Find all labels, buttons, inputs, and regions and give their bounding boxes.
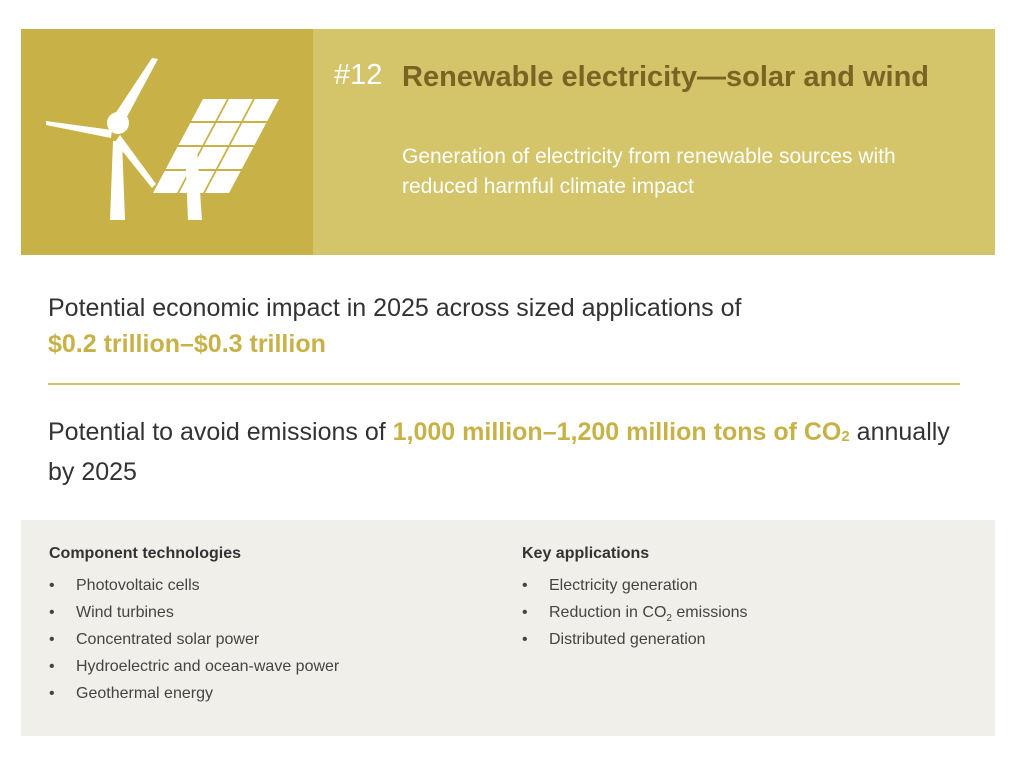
divider	[48, 383, 960, 385]
list-item: • Hydroelectric and ocean-wave power	[49, 656, 469, 683]
list-item-label: Reduction in CO	[549, 604, 667, 621]
economic-impact-text: Potential economic impact in 2025 across…	[48, 294, 742, 322]
bullet-icon: •	[522, 631, 528, 648]
key-applications-heading: Key applications	[522, 545, 650, 562]
list-item: • Distributed generation	[522, 629, 942, 656]
bullet-icon: •	[49, 577, 55, 594]
list-item-label: Concentrated solar power	[76, 631, 260, 648]
emissions-suffix: annually by 2025	[48, 418, 950, 486]
emissions-value: 1,000 million–1,200 million tons of CO2	[393, 418, 850, 446]
list-item-subscript: 2	[666, 613, 672, 625]
bullet-icon: •	[522, 604, 528, 621]
item-number: #12	[334, 59, 383, 91]
key-applications-list: • Electricity generation • Reduction in CO…	[522, 575, 942, 656]
emissions-subscript: 2	[841, 428, 850, 445]
list-item: • Reduction in CO2 emissions	[522, 602, 942, 629]
list-item: • Concentrated solar power	[49, 629, 469, 656]
list-item-label: Photovoltaic cells	[76, 577, 200, 594]
emissions-value-text: 1,000 million–1,200 million tons of CO	[392, 418, 842, 446]
page-title: Renewable electricity—solar and wind	[402, 61, 929, 93]
bullet-icon: •	[49, 604, 55, 621]
list-item-label: Wind turbines	[76, 604, 174, 621]
economic-impact: Potential economic impact in 2025 across…	[48, 290, 968, 362]
bullet-icon: •	[522, 577, 528, 594]
list-item: • Geothermal energy	[49, 683, 469, 710]
details-panel: Component technologies • Photovoltaic cel…	[21, 520, 995, 736]
list-item-label: Electricity generation	[549, 577, 698, 594]
bullet-icon: •	[49, 685, 55, 702]
emissions-prefix: Potential to avoid emissions of	[48, 418, 386, 446]
list-item-label-suffix: emissions	[676, 604, 748, 621]
list-item: • Photovoltaic cells	[49, 575, 469, 602]
header-banner: #12 Renewable electricity—solar and wind…	[21, 29, 995, 255]
list-item: • Wind turbines	[49, 602, 469, 629]
economic-impact-value: $0.2 trillion–$0.3 trillion	[48, 330, 326, 358]
icon-panel	[21, 29, 313, 255]
wind-turbine-and-solar-panel-icon	[46, 58, 279, 220]
list-item-label: Geothermal energy	[76, 685, 213, 702]
list-item-label: Hydroelectric and ocean-wave power	[76, 658, 340, 675]
component-technologies-list: • Photovoltaic cells • Wind turbines • Conc…	[49, 575, 469, 710]
component-technologies-heading: Component technologies	[49, 545, 241, 562]
emissions-impact: Potential to avoid emissions of 1,000 mi…	[48, 414, 968, 490]
bullet-icon: •	[49, 631, 55, 648]
bullet-icon: •	[49, 658, 55, 675]
page-subtitle: Generation of electricity from renewable…	[402, 145, 896, 198]
list-item-label: Distributed generation	[549, 631, 706, 648]
list-item: • Electricity generation	[522, 575, 942, 602]
